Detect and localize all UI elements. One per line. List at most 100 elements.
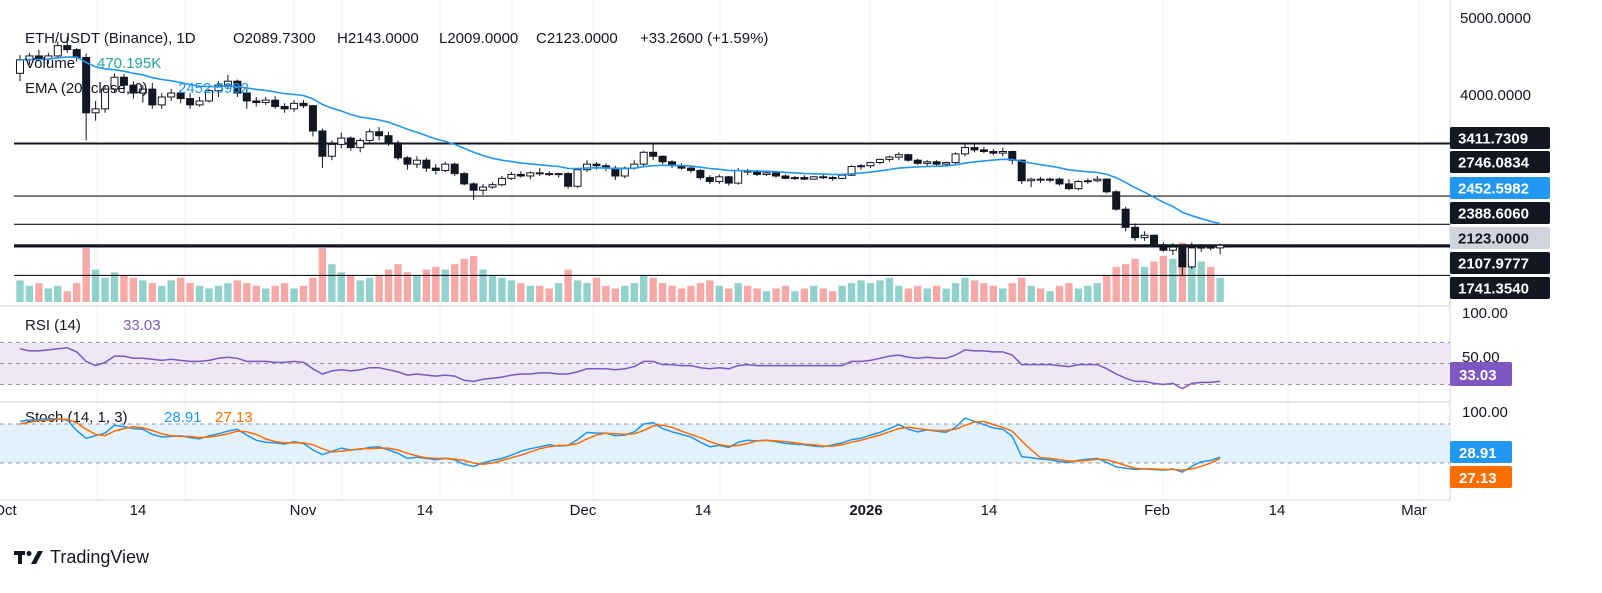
volume-bar — [743, 285, 752, 302]
volume-bar — [762, 291, 771, 302]
candle-up — [167, 92, 176, 98]
tradingview-brand[interactable]: TradingView — [14, 545, 149, 569]
symbol-label[interactable]: ETH/USDT (Binance), 1D — [25, 30, 196, 47]
volume-bar — [432, 266, 440, 302]
candle-up — [526, 172, 535, 177]
volume-bar — [158, 285, 166, 302]
volume-bar — [810, 285, 818, 302]
volume-bar — [205, 288, 213, 302]
volume-bar — [772, 288, 780, 302]
candle-down — [1150, 234, 1158, 246]
volume-bar — [1140, 266, 1149, 302]
candle-up — [554, 173, 563, 176]
price-axis[interactable]: 5000.0000 4000.0000 100.00 50.00 100.00 3411.… — [1450, 10, 1550, 488]
candle-up — [847, 166, 856, 176]
volume-bar — [1188, 253, 1196, 302]
volume-bar — [1150, 261, 1158, 302]
volume-bar — [1065, 283, 1073, 302]
stoch-label[interactable]: Stoch (14, 1, 3) — [25, 409, 128, 426]
candle-down — [119, 76, 128, 86]
candle-down — [422, 159, 431, 169]
volume-bar — [725, 288, 733, 302]
volume-bar — [1216, 277, 1224, 302]
volume-bar — [451, 264, 459, 302]
candle-down — [186, 98, 195, 106]
volume-bar — [365, 277, 374, 302]
time-tick-label: Feb — [1144, 502, 1170, 519]
volume-bar — [1112, 266, 1120, 302]
volume-bar — [602, 285, 610, 302]
candle-down — [384, 135, 393, 144]
header-legend: ETH/USDT (Binance), 1D O2089.7300 H2143.… — [25, 30, 768, 97]
stoch-k-tag: 28.91 — [1459, 445, 1497, 462]
candle-down — [242, 92, 251, 102]
candlesticks[interactable] — [16, 36, 1225, 276]
candle-down — [63, 45, 72, 51]
candle-up — [639, 151, 648, 165]
price-tag-bg — [1450, 227, 1550, 249]
volume-bar — [573, 280, 582, 302]
volume-bar — [91, 269, 100, 302]
volume-bar — [44, 288, 53, 302]
volume-bar — [73, 283, 81, 302]
candle-up — [441, 163, 450, 171]
volume-bar — [1074, 288, 1083, 302]
candle-down — [1112, 191, 1121, 210]
volume-bar — [403, 272, 412, 302]
volume-bar — [299, 285, 308, 302]
volume-bar — [290, 288, 298, 302]
volume-label[interactable]: Volume — [25, 55, 75, 72]
candle-down — [129, 84, 138, 94]
candle-up — [205, 90, 213, 102]
candle-up — [1187, 247, 1196, 268]
time-axis[interactable]: Oct 14 Nov 14 Dec 14 2026 14 Feb 14 Mar — [0, 502, 1427, 519]
volume-bar — [876, 280, 884, 302]
candle-up — [998, 151, 1007, 154]
volume-bar — [1159, 256, 1168, 302]
volume-bar — [961, 277, 969, 302]
volume-bar — [54, 285, 62, 302]
eth-usdt-chart[interactable]: ETH/USDT (Binance), 1D O2089.7300 H2143.… — [0, 0, 1602, 540]
candle-up — [838, 174, 847, 179]
candle-down — [1055, 178, 1064, 185]
volume-bar — [176, 277, 185, 302]
volume-bar — [1207, 266, 1215, 302]
candle-down — [1036, 178, 1045, 181]
volume-bar — [932, 285, 941, 302]
price-tag-label: 2388.6060 — [1458, 206, 1529, 223]
candle-up — [337, 137, 346, 145]
volume-bar — [224, 283, 232, 302]
volume-bar — [328, 264, 336, 302]
candle-up — [583, 163, 591, 171]
rsi-legend-value: 33.03 — [123, 317, 161, 334]
candle-up — [1140, 234, 1149, 239]
time-tick-label: Mar — [1401, 502, 1427, 519]
volume-bar — [1046, 291, 1054, 302]
ema-value: 2452.5982 — [178, 80, 249, 97]
volume-bar — [1036, 288, 1045, 302]
volume-bar — [753, 288, 761, 302]
volume-bar — [1084, 285, 1092, 302]
volume-bar — [517, 283, 525, 302]
rsi-label[interactable]: RSI (14) — [25, 317, 81, 334]
volume-bar — [829, 291, 837, 302]
volume-bar — [545, 288, 553, 302]
volume-bar — [148, 283, 156, 302]
high-value: H2143.0000 — [337, 30, 419, 47]
candle-down — [781, 175, 790, 179]
volume-bar — [554, 283, 563, 302]
volume-bar — [1197, 261, 1205, 302]
time-tick-label: 14 — [417, 502, 434, 519]
volume-bar — [252, 285, 260, 302]
stoch-band — [0, 424, 1450, 463]
candle-up — [1093, 178, 1102, 182]
candle-up — [961, 147, 969, 155]
ema-label[interactable]: EMA (20, close, 0) — [25, 80, 148, 97]
chart-grid — [96, 0, 1420, 500]
horizontal-levels[interactable] — [14, 142, 1450, 277]
volume-bar — [592, 277, 601, 302]
price-tag-label: 3411.7309 — [1458, 131, 1528, 148]
rsi-value-tag-bg — [1450, 362, 1512, 386]
volume-bar — [923, 288, 931, 302]
volume-bar — [384, 269, 393, 302]
